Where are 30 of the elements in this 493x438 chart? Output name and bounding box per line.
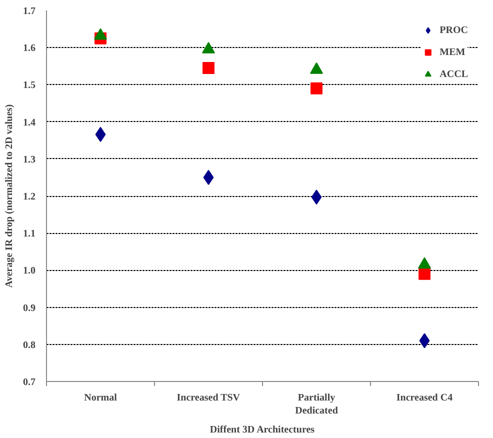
point — [203, 170, 214, 185]
legend-label: PROC — [440, 24, 468, 36]
point — [202, 42, 215, 54]
x-tick-label: Normal — [84, 392, 118, 404]
point — [202, 62, 214, 74]
y-tick-label: 1.7 — [23, 6, 36, 17]
point — [310, 82, 322, 94]
y-tick-label: 0.7 — [23, 377, 36, 388]
legend-label: ACCL — [440, 68, 468, 80]
y-tick-label: 1.2 — [23, 192, 36, 202]
point — [310, 62, 323, 74]
y-tick-label: 1.0 — [23, 266, 36, 277]
x-tick-label: Increased TSV — [176, 392, 241, 404]
y-tick-label: 1.4 — [23, 117, 36, 128]
y-tick-label: 1.3 — [23, 154, 36, 166]
point — [94, 28, 107, 40]
y-axis-title: Average IR drop (normalized to 2D values) — [4, 104, 15, 288]
x-tick-label: Partially Dedicated — [295, 392, 338, 417]
point — [418, 268, 430, 280]
y-tick-label: 0.8 — [23, 340, 36, 351]
x-axis-title: Diffent 3D Architectures — [210, 424, 315, 436]
x-tick-label: Increased C4 — [396, 392, 453, 404]
point — [95, 126, 106, 142]
point — [311, 190, 322, 205]
y-tick-label: 1.6 — [23, 43, 36, 54]
y-tick-label: 0.9 — [23, 302, 36, 314]
y-tick-label: 1.1 — [23, 228, 36, 240]
y-tick-label: 1.5 — [23, 80, 36, 92]
point — [419, 333, 430, 348]
legend-label: MEM — [440, 46, 466, 58]
